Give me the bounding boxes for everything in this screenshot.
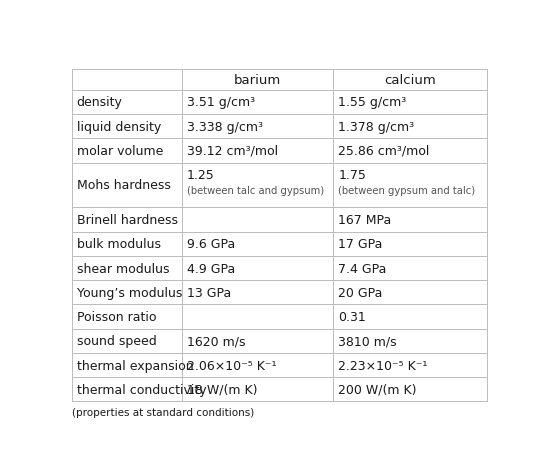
Text: shear modulus: shear modulus [76, 262, 169, 275]
Text: liquid density: liquid density [76, 120, 161, 133]
Text: 7.4 GPa: 7.4 GPa [338, 262, 387, 275]
Text: 167 MPa: 167 MPa [338, 214, 392, 227]
Text: (properties at standard conditions): (properties at standard conditions) [71, 407, 254, 417]
Text: molar volume: molar volume [76, 145, 163, 158]
Text: 18 W/(m K): 18 W/(m K) [187, 383, 257, 396]
Text: Brinell hardness: Brinell hardness [76, 214, 178, 227]
Text: Young’s modulus: Young’s modulus [76, 286, 182, 299]
Text: 20 GPa: 20 GPa [338, 286, 383, 299]
Text: calcium: calcium [384, 74, 436, 87]
Text: 200 W/(m K): 200 W/(m K) [338, 383, 417, 396]
Text: 9.6 GPa: 9.6 GPa [187, 238, 235, 251]
Text: (between gypsum and talc): (between gypsum and talc) [338, 186, 476, 196]
Text: Mohs hardness: Mohs hardness [76, 179, 171, 192]
Text: 4.9 GPa: 4.9 GPa [187, 262, 235, 275]
Text: 39.12 cm³/mol: 39.12 cm³/mol [187, 145, 278, 158]
Text: thermal expansion: thermal expansion [76, 359, 193, 372]
Text: 13 GPa: 13 GPa [187, 286, 231, 299]
Text: 17 GPa: 17 GPa [338, 238, 383, 251]
Text: 1.55 g/cm³: 1.55 g/cm³ [338, 96, 407, 109]
Text: 25.86 cm³/mol: 25.86 cm³/mol [338, 145, 430, 158]
Text: sound speed: sound speed [76, 335, 156, 347]
Text: 1620 m/s: 1620 m/s [187, 335, 245, 347]
Text: 3.338 g/cm³: 3.338 g/cm³ [187, 120, 263, 133]
Text: Poisson ratio: Poisson ratio [76, 310, 156, 323]
Text: 1.75: 1.75 [338, 169, 366, 182]
Text: 2.06×10⁻⁵ K⁻¹: 2.06×10⁻⁵ K⁻¹ [187, 359, 276, 372]
Text: 0.31: 0.31 [338, 310, 366, 323]
Text: density: density [76, 96, 123, 109]
Text: barium: barium [234, 74, 281, 87]
Text: 2.23×10⁻⁵ K⁻¹: 2.23×10⁻⁵ K⁻¹ [338, 359, 428, 372]
Text: thermal conductivity: thermal conductivity [76, 383, 206, 396]
Text: 3810 m/s: 3810 m/s [338, 335, 397, 347]
Text: 3.51 g/cm³: 3.51 g/cm³ [187, 96, 255, 109]
Text: (between talc and gypsum): (between talc and gypsum) [187, 186, 324, 196]
Text: bulk modulus: bulk modulus [76, 238, 161, 251]
Text: 1.25: 1.25 [187, 169, 215, 182]
Text: 1.378 g/cm³: 1.378 g/cm³ [338, 120, 415, 133]
